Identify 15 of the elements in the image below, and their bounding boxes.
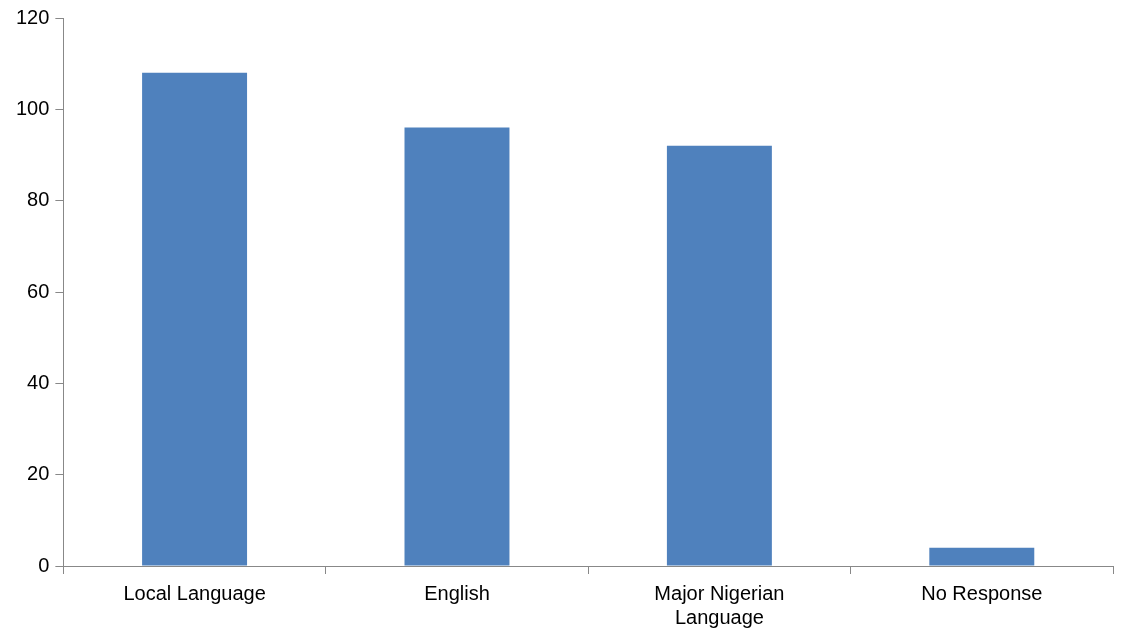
y-tick-label: 0: [38, 553, 50, 576]
bar: [666, 145, 772, 566]
x-tick-label: No Response: [921, 581, 1043, 604]
y-tick-label: 60: [27, 279, 50, 302]
bar: [929, 547, 1035, 566]
y-tick-label: 100: [15, 96, 50, 119]
y-tick-label: 40: [27, 370, 50, 393]
x-tick-label: Major Nigerian Language: [654, 581, 785, 628]
x-tick-label: Local Language: [123, 581, 266, 604]
bar: [404, 127, 510, 566]
y-tick-label: 20: [27, 462, 50, 485]
y-tick-label: 80: [27, 188, 50, 211]
y-tick-label: 120: [15, 5, 50, 28]
bar: [142, 72, 248, 566]
x-tick-label: English: [424, 581, 490, 604]
